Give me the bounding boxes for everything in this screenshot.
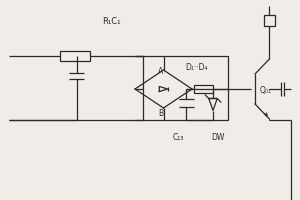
Text: C₁₃: C₁₃: [173, 132, 184, 142]
Bar: [142, 56, 228, 120]
Bar: [264, 15, 275, 26]
Bar: [60, 51, 90, 61]
Text: DW: DW: [212, 132, 225, 142]
Text: Q₀₁: Q₀₁: [260, 86, 272, 95]
Text: D₁··D₄: D₁··D₄: [185, 64, 208, 72]
Text: A: A: [158, 66, 163, 75]
Text: R₁C₁: R₁C₁: [102, 17, 120, 25]
Text: B: B: [158, 108, 163, 117]
Bar: [194, 85, 213, 93]
